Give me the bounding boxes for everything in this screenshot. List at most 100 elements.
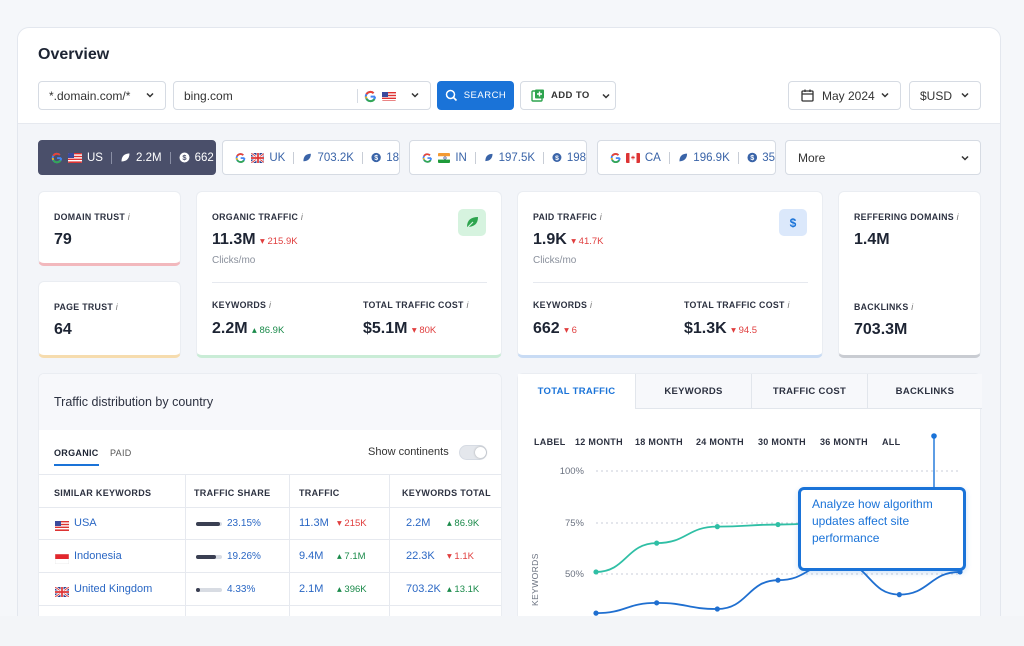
chevron-down-icon bbox=[881, 92, 889, 98]
domain-trust-label: DOMAIN TRUST i bbox=[54, 212, 131, 222]
ca-flag-icon bbox=[626, 152, 640, 163]
dollar-circle-icon: $ bbox=[747, 152, 757, 163]
more-countries-select[interactable]: More bbox=[785, 140, 981, 175]
data-point[interactable] bbox=[593, 569, 599, 575]
us-flag-icon bbox=[55, 518, 69, 536]
country-link[interactable]: Indonesia bbox=[74, 550, 122, 562]
period-18-month[interactable]: 18 MONTH bbox=[635, 437, 683, 447]
data-point[interactable] bbox=[896, 592, 902, 598]
data-point[interactable] bbox=[654, 600, 660, 606]
toolbar: Overview *.domain.com/* bing.com SEARCH … bbox=[18, 28, 1000, 124]
chevron-down-icon bbox=[602, 93, 610, 99]
calendar-icon bbox=[801, 89, 814, 102]
keywords-value: 22.3K bbox=[406, 550, 435, 562]
footer-fade bbox=[0, 616, 1024, 646]
search-button-label: SEARCH bbox=[463, 90, 507, 101]
leaf-icon bbox=[679, 153, 687, 162]
show-continents-toggle[interactable] bbox=[459, 445, 487, 460]
add-to-button[interactable]: ADD TO bbox=[520, 81, 616, 110]
data-point[interactable] bbox=[775, 521, 781, 528]
tab-traffic-cost[interactable]: TRAFFIC COST bbox=[751, 374, 867, 409]
dollar-circle-icon: $ bbox=[371, 152, 381, 163]
keywords-delta: ▴ 86.9K bbox=[447, 518, 480, 529]
data-point[interactable] bbox=[593, 610, 599, 616]
keywords-value: 2.2M bbox=[406, 517, 431, 529]
country-code: UK bbox=[269, 151, 286, 164]
data-point[interactable] bbox=[714, 606, 720, 612]
domain-input[interactable]: bing.com bbox=[173, 81, 431, 110]
table-row[interactable]: USA 23.15% 11.3M ▾ 215K 2.2M ▴ 86.9K bbox=[39, 507, 501, 540]
google-icon bbox=[610, 152, 621, 163]
tab-keywords[interactable]: KEYWORDS bbox=[635, 374, 751, 409]
tooltip-anchor-dot bbox=[931, 433, 937, 439]
organic-traffic-value: 11.3M ▾ 215.9K bbox=[212, 231, 298, 248]
country-tab-uk[interactable]: UK 703.2K $18 bbox=[222, 140, 400, 175]
data-point[interactable] bbox=[775, 577, 781, 583]
keywords-delta: ▾ 1.1K bbox=[447, 551, 474, 562]
tab-paid[interactable]: PAID bbox=[110, 448, 132, 458]
country-link[interactable]: United Kingdom bbox=[74, 583, 153, 595]
backlinks-card: REFFERING DOMAINS i 1.4M BACKLINKS i 703… bbox=[838, 191, 981, 358]
data-point[interactable] bbox=[714, 524, 720, 530]
y-tick-label: 75% bbox=[565, 518, 585, 529]
col-keywords-total: KEYWORDS TOTAL bbox=[402, 488, 491, 498]
period-all[interactable]: ALL bbox=[882, 437, 901, 447]
organic-cost-value: $5.1M ▾ 80K bbox=[363, 320, 437, 337]
share-bar bbox=[196, 555, 222, 559]
period-30-month[interactable]: 30 MONTH bbox=[758, 437, 806, 447]
country-code: CA bbox=[644, 151, 661, 164]
country-link[interactable]: USA bbox=[74, 517, 97, 529]
country-tab-in[interactable]: IN 197.5K $198 bbox=[409, 140, 587, 175]
country-traffic: 196.9K bbox=[693, 151, 730, 164]
table-row[interactable]: United Kingdom 4.33% 2.1M ▴ 396K 703.2K ▴ 13.… bbox=[39, 573, 501, 606]
paid-cost-label: TOTAL TRAFFIC COST i bbox=[684, 300, 790, 310]
period-12-month[interactable]: 12 MONTH bbox=[575, 437, 623, 447]
domain-trust-card: DOMAIN TRUST i 79 bbox=[38, 191, 181, 266]
domain-mode-select[interactable]: *.domain.com/* bbox=[38, 81, 166, 110]
us-flag-icon bbox=[68, 152, 82, 163]
uk-flag-icon bbox=[54, 584, 70, 602]
currency-select[interactable]: $USD bbox=[909, 81, 981, 110]
period-24-month[interactable]: 24 MONTH bbox=[696, 437, 744, 447]
country-keywords: 18 bbox=[386, 151, 399, 164]
svg-text:$: $ bbox=[374, 155, 378, 162]
paid-keywords-label: KEYWORDS i bbox=[533, 300, 593, 310]
share-value: 19.26% bbox=[227, 551, 261, 562]
page-trust-label: PAGE TRUST i bbox=[54, 302, 119, 312]
domain-trust-value: 79 bbox=[54, 231, 72, 248]
country-traffic: 703.2K bbox=[317, 151, 354, 164]
distribution-panel: Traffic distribution by country ORGANIC … bbox=[38, 373, 502, 646]
us-flag-icon bbox=[382, 91, 396, 101]
traffic-value: 2.1M bbox=[299, 583, 324, 595]
search-button[interactable]: SEARCH bbox=[437, 81, 514, 110]
data-point[interactable] bbox=[654, 540, 660, 546]
organic-traffic-label: ORGANIC TRAFFIC i bbox=[212, 212, 304, 222]
tab-organic[interactable]: ORGANIC bbox=[54, 448, 99, 466]
country-tab-ca[interactable]: CA 196.9K $35 bbox=[597, 140, 776, 175]
domain-input-value: bing.com bbox=[184, 88, 233, 103]
svg-text:$: $ bbox=[555, 155, 559, 162]
paid-traffic-label: PAID TRAFFIC i bbox=[533, 212, 603, 222]
country-code: IN bbox=[455, 151, 467, 164]
more-label: More bbox=[798, 150, 826, 165]
google-icon bbox=[364, 90, 376, 103]
tab-total-traffic[interactable]: TOTAL TRAFFIC bbox=[518, 374, 635, 409]
dollar-circle-icon: $ bbox=[179, 152, 190, 163]
traffic-delta: ▴ 396K bbox=[337, 584, 367, 595]
svg-text:$: $ bbox=[182, 153, 187, 162]
table-row[interactable]: Indonesia 19.26% 9.4M ▴ 7.1M 22.3K ▾ 1.1K bbox=[39, 540, 501, 573]
share-value: 23.15% bbox=[227, 518, 261, 529]
page-trust-value: 64 bbox=[54, 321, 72, 338]
currency-value: $USD bbox=[920, 88, 953, 103]
id-flag-icon bbox=[54, 551, 70, 569]
leaf-icon bbox=[485, 153, 493, 162]
period-36-month[interactable]: 36 MONTH bbox=[820, 437, 868, 447]
tab-backlinks[interactable]: BACKLINKS bbox=[867, 374, 982, 409]
country-tab-us[interactable]: US 2.2M $662 bbox=[38, 140, 216, 175]
page-title: Overview bbox=[38, 46, 110, 63]
date-picker[interactable]: May 2024 bbox=[788, 81, 901, 110]
period-label[interactable]: LABEL bbox=[534, 437, 566, 447]
organic-traffic-unit: Clicks/mo bbox=[212, 255, 256, 266]
chart-panel: TOTAL TRAFFIC KEYWORDS TRAFFIC COST BACK… bbox=[517, 373, 982, 646]
backlinks-label: BACKLINKS i bbox=[854, 302, 914, 312]
